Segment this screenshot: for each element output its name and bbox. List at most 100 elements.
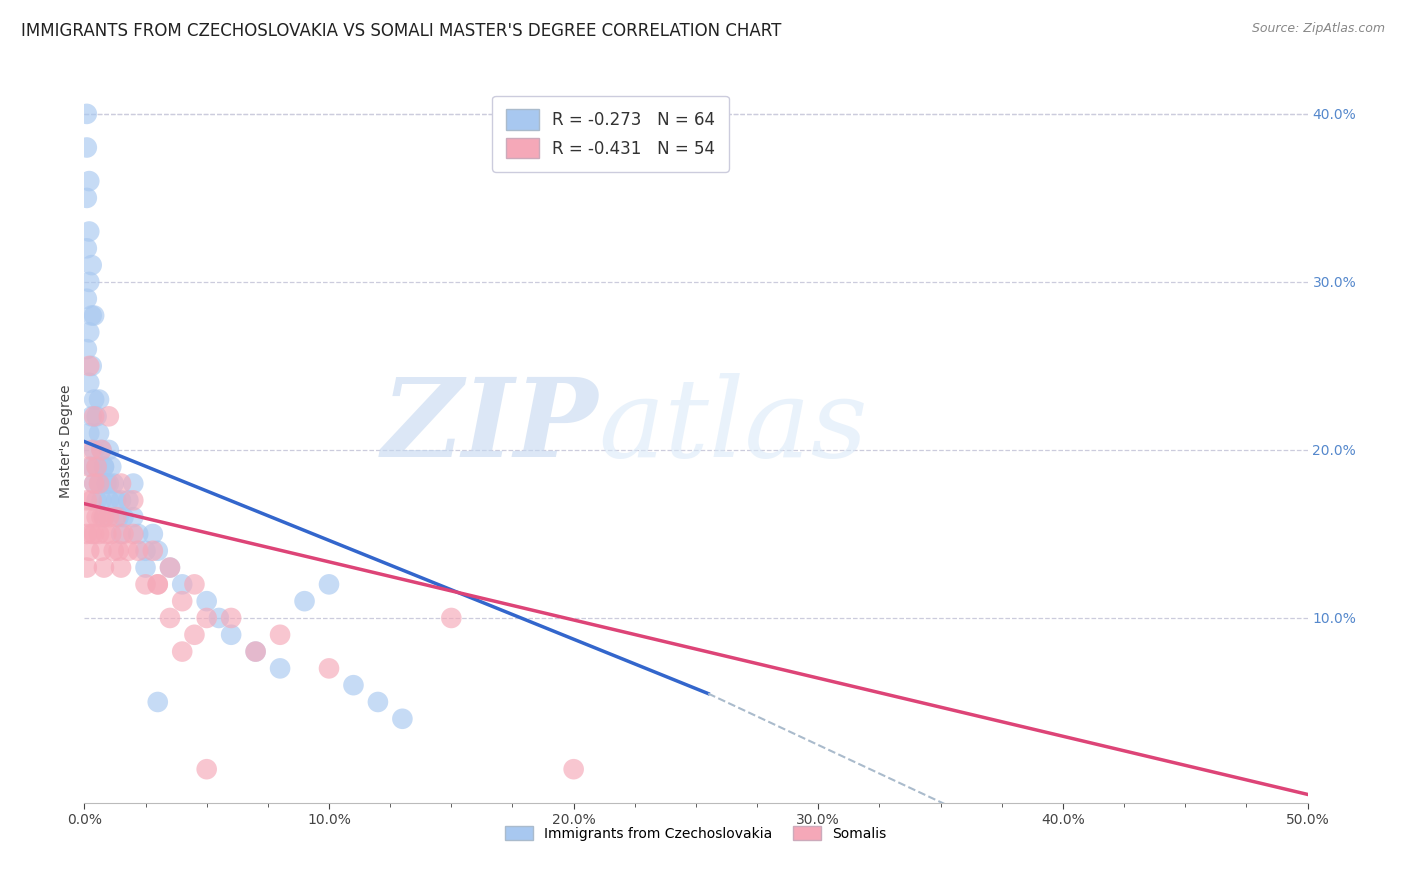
Point	[142, 527, 165, 541]
Point	[195, 611, 218, 625]
Point	[110, 476, 132, 491]
Point	[103, 543, 125, 558]
Point	[97, 510, 120, 524]
Point	[112, 510, 135, 524]
Point	[76, 560, 98, 574]
Point	[87, 426, 110, 441]
Point	[80, 258, 103, 272]
Point	[142, 543, 165, 558]
Point	[172, 594, 194, 608]
Point	[219, 628, 242, 642]
Point	[110, 527, 132, 541]
Point	[135, 543, 157, 558]
Text: atlas: atlas	[598, 374, 868, 481]
Point	[83, 309, 105, 323]
Point	[77, 326, 100, 340]
Point	[110, 560, 132, 574]
Point	[100, 527, 122, 541]
Point	[110, 493, 132, 508]
Point	[146, 577, 169, 591]
Point	[87, 392, 110, 407]
Point	[86, 510, 108, 524]
Point	[367, 695, 389, 709]
Point	[122, 476, 145, 491]
Point	[76, 191, 98, 205]
Point	[83, 527, 105, 541]
Point	[269, 628, 291, 642]
Point	[90, 493, 112, 508]
Point	[90, 510, 112, 524]
Point	[76, 140, 98, 154]
Point	[93, 510, 115, 524]
Point	[146, 577, 169, 591]
Point	[112, 527, 135, 541]
Point	[87, 476, 110, 491]
Point	[77, 543, 100, 558]
Point	[127, 527, 149, 541]
Point	[183, 577, 205, 591]
Point	[562, 762, 585, 776]
Point	[77, 174, 100, 188]
Point	[318, 661, 340, 675]
Text: IMMIGRANTS FROM CZECHOSLOVAKIA VS SOMALI MASTER'S DEGREE CORRELATION CHART: IMMIGRANTS FROM CZECHOSLOVAKIA VS SOMALI…	[21, 22, 782, 40]
Point	[77, 376, 100, 390]
Point	[77, 459, 100, 474]
Point	[80, 359, 103, 373]
Point	[107, 543, 129, 558]
Point	[440, 611, 463, 625]
Point	[146, 695, 169, 709]
Point	[86, 459, 108, 474]
Point	[391, 712, 413, 726]
Point	[219, 611, 242, 625]
Point	[97, 476, 120, 491]
Point	[77, 275, 100, 289]
Point	[93, 459, 115, 474]
Point	[172, 577, 194, 591]
Point	[135, 577, 157, 591]
Point	[195, 594, 218, 608]
Point	[97, 409, 120, 424]
Point	[76, 292, 98, 306]
Point	[105, 510, 128, 524]
Point	[76, 107, 98, 121]
Y-axis label: Master's Degree: Master's Degree	[59, 384, 73, 499]
Point	[76, 493, 98, 508]
Point	[107, 510, 129, 524]
Text: Source: ZipAtlas.com: Source: ZipAtlas.com	[1251, 22, 1385, 36]
Point	[77, 225, 100, 239]
Point	[76, 527, 98, 541]
Point	[93, 560, 115, 574]
Point	[245, 644, 267, 658]
Point	[80, 309, 103, 323]
Point	[83, 476, 105, 491]
Point	[122, 510, 145, 524]
Point	[208, 611, 231, 625]
Point	[159, 560, 181, 574]
Point	[77, 426, 100, 441]
Point	[117, 493, 139, 508]
Point	[342, 678, 364, 692]
Text: ZIP: ZIP	[381, 374, 598, 481]
Point	[183, 628, 205, 642]
Point	[80, 493, 103, 508]
Point	[122, 527, 145, 541]
Point	[97, 442, 120, 457]
Point	[294, 594, 316, 608]
Point	[87, 476, 110, 491]
Point	[76, 342, 98, 356]
Point	[80, 527, 103, 541]
Point	[90, 442, 112, 457]
Point	[172, 644, 194, 658]
Point	[105, 493, 128, 508]
Point	[86, 409, 108, 424]
Point	[86, 459, 108, 474]
Point	[77, 510, 100, 524]
Point	[318, 577, 340, 591]
Point	[96, 527, 118, 541]
Point	[100, 459, 122, 474]
Point	[195, 762, 218, 776]
Point	[127, 543, 149, 558]
Point	[96, 476, 118, 491]
Point	[77, 359, 100, 373]
Point	[90, 543, 112, 558]
